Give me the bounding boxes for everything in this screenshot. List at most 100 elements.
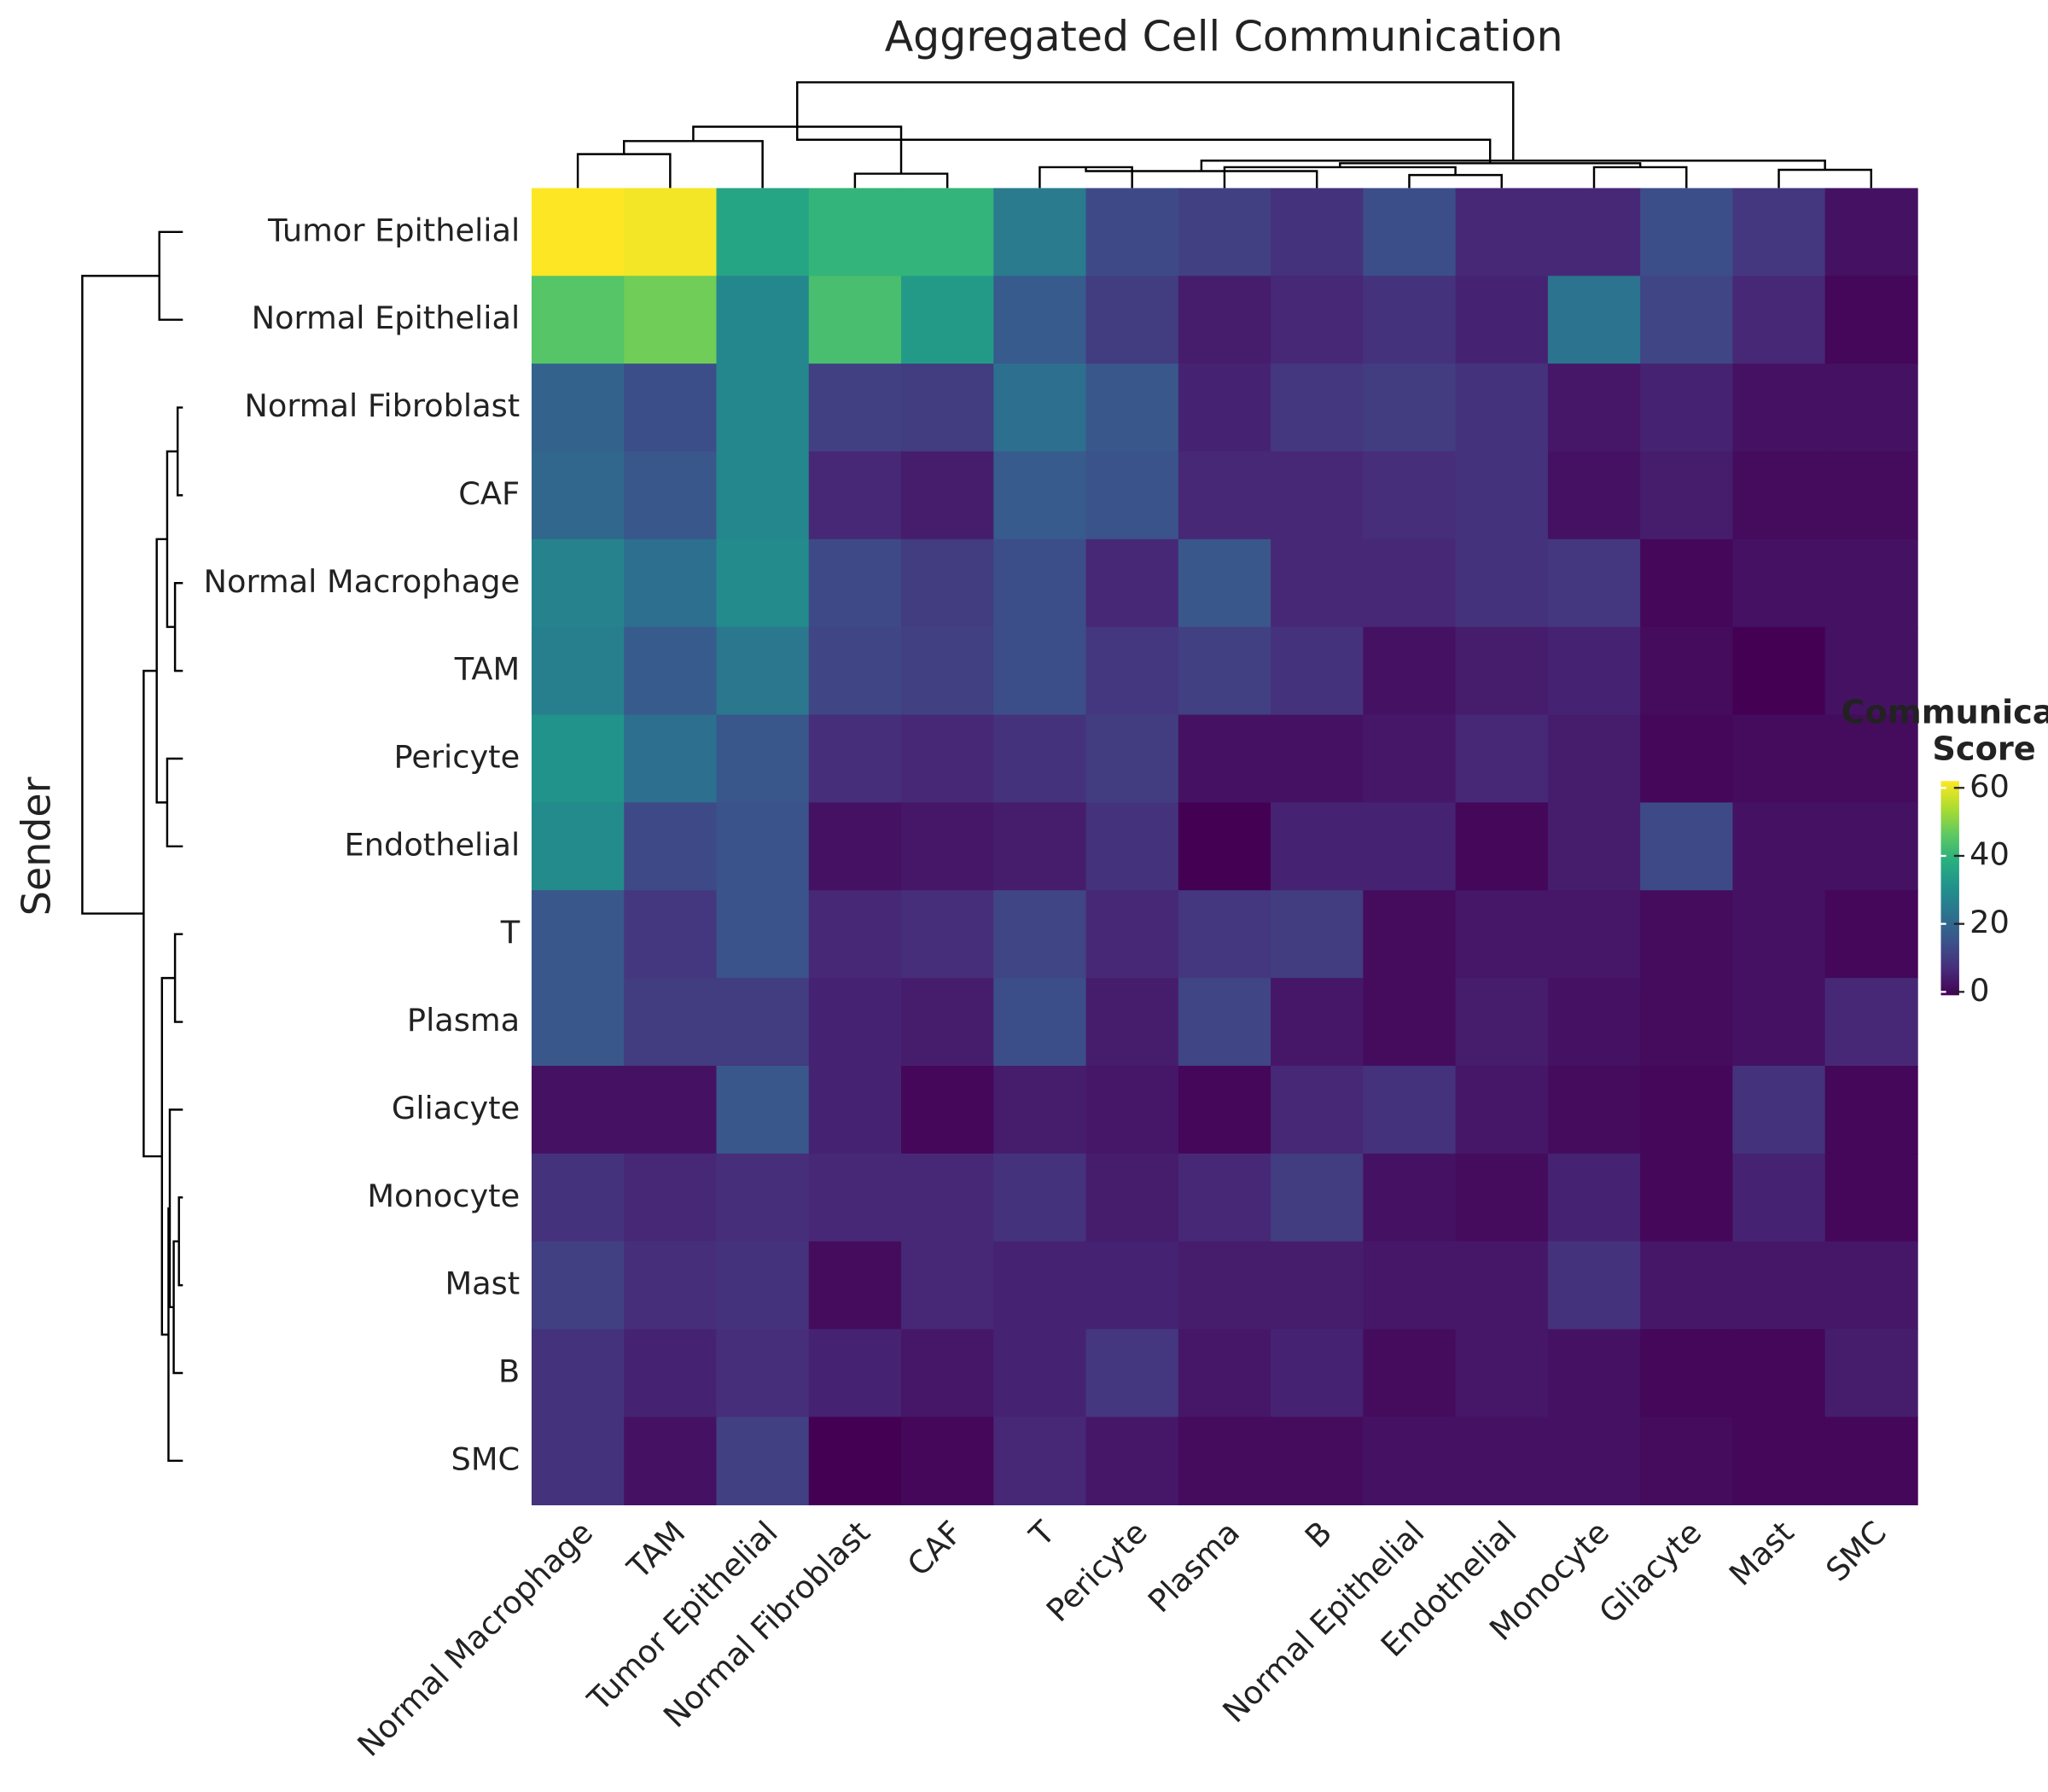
heatmap-cell <box>1455 364 1549 452</box>
heatmap-cell <box>624 1417 718 1506</box>
heatmap-cell <box>716 802 810 892</box>
heatmap-cell <box>901 802 995 892</box>
heatmap-cell <box>1455 1241 1549 1330</box>
heatmap-cell <box>1363 890 1457 979</box>
heatmap-cell <box>531 978 625 1067</box>
heatmap-cell <box>1085 1153 1179 1242</box>
heatmap-cell <box>1732 538 1826 628</box>
heatmap-cell <box>531 364 625 452</box>
heatmap-cell <box>1732 1153 1826 1242</box>
heatmap-cell <box>1640 1417 1734 1506</box>
heatmap-cell <box>1640 626 1734 716</box>
heatmap-cell <box>1732 802 1826 892</box>
heatmap-cell <box>1732 451 1826 540</box>
heatmap-cell <box>1732 714 1826 804</box>
heatmap-cell <box>808 626 902 716</box>
heatmap-cell <box>1824 890 1918 979</box>
heatmap-cell <box>624 1241 718 1330</box>
heatmap-cell <box>1640 188 1734 277</box>
heatmap-cell <box>901 1241 995 1330</box>
heatmap-cell <box>716 1065 810 1155</box>
heatmap-cell <box>1732 188 1826 277</box>
heatmap-cell <box>624 890 718 979</box>
heatmap-cell <box>1363 802 1457 892</box>
heatmap-cell <box>624 538 718 628</box>
heatmap-cell <box>808 890 902 979</box>
heatmap-cell <box>1178 1241 1271 1330</box>
heatmap-cell <box>716 714 810 804</box>
heatmap-cell <box>1824 978 1918 1067</box>
heatmap-cell <box>531 538 625 628</box>
heatmap-cell <box>624 1065 718 1155</box>
heatmap-cell <box>716 626 810 716</box>
heatmap-cell <box>1824 276 1918 364</box>
heatmap-cell <box>1455 451 1549 540</box>
heatmap-cell <box>1178 451 1271 540</box>
heatmap-cell <box>1178 1153 1271 1242</box>
heatmap-cell <box>1363 1065 1457 1155</box>
heatmap-cell <box>901 714 995 804</box>
heatmap-cell <box>901 890 995 979</box>
heatmap-cell <box>1824 626 1918 716</box>
heatmap-cell <box>1271 978 1364 1067</box>
heatmap-cell <box>1824 1329 1918 1418</box>
heatmap-cell <box>1640 276 1734 364</box>
heatmap-cell <box>1085 802 1179 892</box>
heatmap-cell <box>808 538 902 628</box>
heatmap-cell <box>1640 714 1734 804</box>
heatmap-cell <box>808 364 902 452</box>
heatmap-cell <box>531 1065 625 1155</box>
heatmap-cell <box>1640 802 1734 892</box>
chart-title: Aggregated Cell Communication <box>885 12 1563 61</box>
heatmap-cell <box>808 714 902 804</box>
heatmap-cell <box>624 626 718 716</box>
heatmap-cell <box>1085 714 1179 804</box>
heatmap-cell <box>1732 364 1826 452</box>
row-label: TAM <box>454 651 520 688</box>
heatmap-cell <box>531 1417 625 1506</box>
dendrogram-branch <box>795 81 1515 161</box>
heatmap-cell <box>1271 890 1364 979</box>
heatmap-cell <box>1271 538 1364 628</box>
heatmap-cell <box>993 364 1087 452</box>
heatmap-cell <box>901 1153 995 1242</box>
colorbar <box>1940 781 1959 996</box>
heatmap-cell <box>1640 538 1734 628</box>
heatmap-cell <box>808 188 902 277</box>
heatmap-cell <box>716 538 810 628</box>
heatmap-cell <box>1455 1417 1549 1506</box>
heatmap-cell <box>993 1241 1087 1330</box>
heatmap-cell <box>716 1153 810 1242</box>
heatmap-cell <box>808 1241 902 1330</box>
heatmap-cell <box>1363 626 1457 716</box>
heatmap-cell <box>1363 451 1457 540</box>
heatmap-cell <box>1824 538 1918 628</box>
heatmap-cell <box>993 1417 1087 1506</box>
colorbar-title: Communication <box>1841 694 2048 732</box>
heatmap-cell <box>1085 626 1179 716</box>
colorbar-tick-label: 60 <box>1969 768 2010 805</box>
colorbar-tick-label: 40 <box>1969 835 2010 872</box>
heatmap-cell <box>716 188 810 277</box>
heatmap-cell <box>808 1329 902 1418</box>
heatmap-cell <box>1640 451 1734 540</box>
heatmap-cell <box>1640 1065 1734 1155</box>
heatmap-cell <box>1547 978 1641 1067</box>
heatmap-cell <box>531 276 625 364</box>
heatmap-cell <box>993 1065 1087 1155</box>
y-axis-label: Sender <box>13 777 59 916</box>
heatmap-cell <box>1547 364 1641 452</box>
row-label: CAF <box>458 475 520 512</box>
heatmap-cell <box>1824 451 1918 540</box>
heatmap-cell <box>1271 714 1364 804</box>
heatmap-cell <box>1640 1241 1734 1330</box>
heatmap-cell <box>993 626 1087 716</box>
dendrograms <box>81 81 1873 1463</box>
heatmap-cell <box>1363 1241 1457 1330</box>
heatmap-cell <box>531 1329 625 1418</box>
heatmap-cell <box>1363 188 1457 277</box>
heatmap-cell <box>1363 714 1457 804</box>
heatmap-cell <box>1455 1065 1549 1155</box>
heatmap-cell <box>1085 978 1179 1067</box>
